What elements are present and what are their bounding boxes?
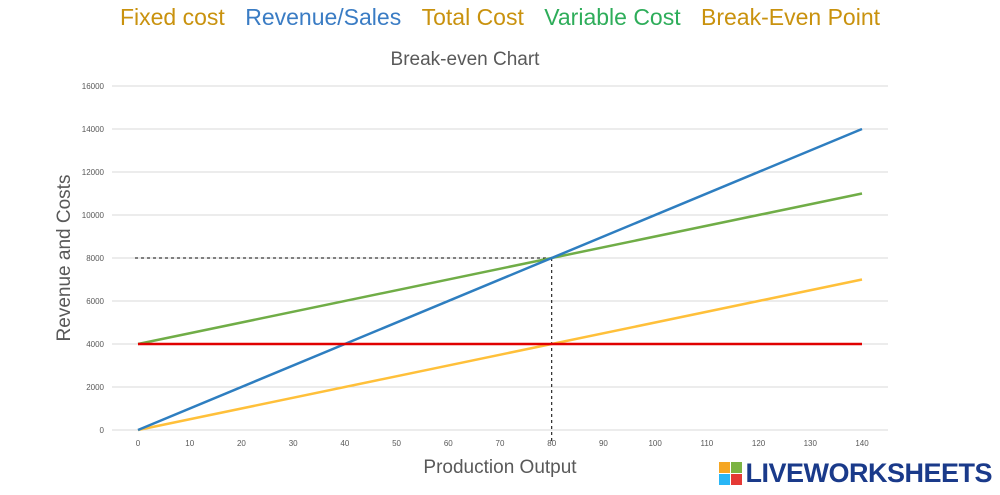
break-even-guides [135, 257, 553, 444]
logo-tile [731, 474, 743, 485]
x-tick-label: 50 [392, 439, 401, 448]
series-lines [137, 127, 863, 432]
x-tick-label: 0 [136, 439, 141, 448]
y-axis-label: Revenue and Costs [54, 175, 75, 342]
y-tick-label: 6000 [86, 297, 104, 306]
y-tick-label: 8000 [86, 254, 104, 263]
word-bank-item-break-even-point[interactable]: Break-Even Point [701, 4, 880, 30]
x-tick-label: 130 [804, 439, 818, 448]
axis-ticks: 0 2000 4000 6000 8000 10000 12000 14000 16000 0 10… [82, 82, 869, 448]
logo-tile [719, 462, 731, 473]
x-tick-label: 120 [752, 439, 766, 448]
gridlines [112, 85, 888, 431]
x-tick-label: 40 [340, 439, 349, 448]
x-tick-label: 140 [855, 439, 869, 448]
word-bank-item-revenue-sales[interactable]: Revenue/Sales [245, 4, 402, 30]
word-bank-item-variable-cost[interactable]: Variable Cost [544, 4, 681, 30]
series-line [137, 278, 863, 432]
y-tick-label: 10000 [82, 211, 105, 220]
y-tick-label: 12000 [82, 168, 105, 177]
logo-tile [719, 474, 731, 485]
word-bank-item-total-cost[interactable]: Total Cost [421, 4, 524, 30]
x-tick-label: 80 [547, 439, 556, 448]
x-tick-label: 70 [496, 439, 505, 448]
chart-title: Break-even Chart [391, 49, 541, 70]
x-tick-label: 90 [599, 439, 608, 448]
x-tick-label: 110 [700, 439, 713, 448]
x-tick-label: 100 [648, 439, 662, 448]
y-tick-label: 0 [100, 426, 105, 435]
y-tick-label: 14000 [82, 125, 105, 134]
series-line [137, 127, 863, 432]
x-tick-label: 30 [289, 439, 298, 448]
y-tick-label: 2000 [86, 383, 104, 392]
logo-text: LIVEWORKSHEETS [745, 458, 992, 488]
x-axis-label: Production Output [423, 457, 577, 478]
logo-tiles-icon [719, 462, 743, 485]
y-tick-label: 4000 [86, 340, 104, 349]
x-tick-label: 20 [237, 439, 246, 448]
y-tick-label: 16000 [82, 82, 105, 91]
word-bank: Fixed cost Revenue/Sales Total Cost Vari… [0, 4, 1000, 31]
logo-tile [731, 462, 743, 473]
x-tick-label: 10 [185, 439, 194, 448]
liveworksheets-logo: LIVEWORKSHEETS [719, 458, 992, 489]
word-bank-item-fixed-cost[interactable]: Fixed cost [119, 4, 225, 30]
x-tick-label: 60 [444, 439, 453, 448]
series-line [137, 192, 863, 346]
